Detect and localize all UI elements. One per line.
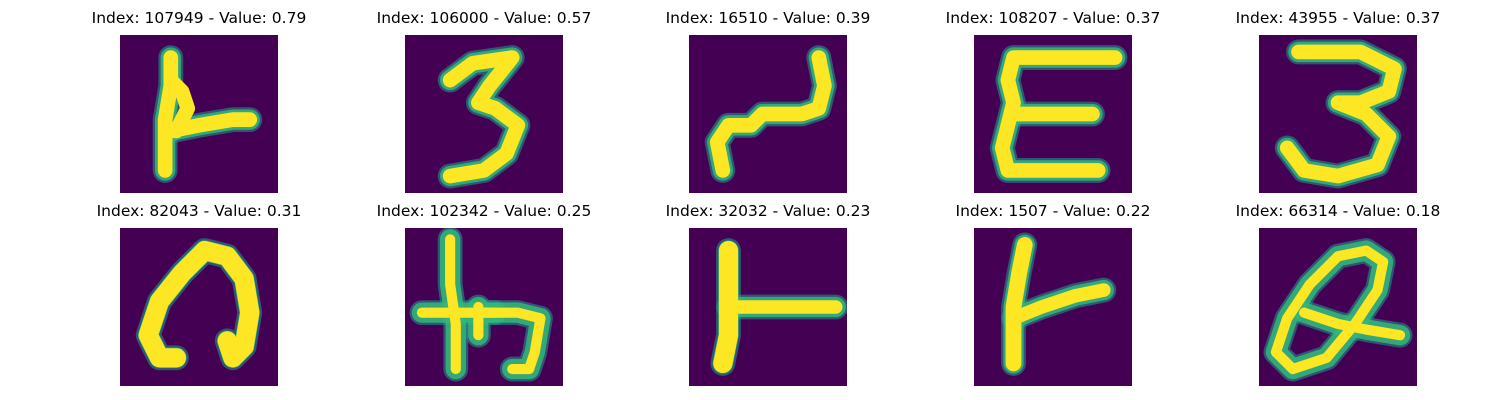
handwritten-glyph-icon (152, 45, 263, 183)
sample-title: Index: 106000 - Value: 0.57 (376, 9, 592, 27)
sample-title: Index: 43955 - Value: 0.37 (1235, 9, 1441, 27)
sample-image (120, 228, 278, 386)
handwritten-glyph-icon (704, 45, 837, 183)
sample-title: Index: 82043 - Value: 0.31 (96, 202, 302, 220)
sample-title: Index: 32032 - Value: 0.23 (665, 202, 871, 220)
sample-title: Index: 102342 - Value: 0.25 (376, 202, 592, 220)
sample-image (1259, 35, 1417, 193)
sample-image (689, 228, 847, 386)
handwritten-glyph-arch-icon (135, 238, 263, 371)
sample-title: Index: 108207 - Value: 0.37 (945, 9, 1161, 27)
sample-image (1259, 228, 1417, 386)
handwritten-glyph-icon (1001, 232, 1117, 376)
sample-image (405, 35, 563, 193)
sample-title: Index: 107949 - Value: 0.79 (91, 9, 307, 27)
handwritten-digit-3-icon (437, 45, 531, 189)
handwritten-glyph-icon (710, 238, 847, 376)
sample-cell: Index: 102342 - Value: 0.25 (342, 202, 626, 392)
sample-cell: Index: 106000 - Value: 0.57 (342, 9, 626, 199)
handwritten-glyph-icon (1263, 238, 1413, 382)
sample-image (405, 228, 563, 386)
sample-image (974, 35, 1132, 193)
sample-cell: Index: 66314 - Value: 0.18 (1196, 202, 1480, 392)
handwritten-digit-3-icon (1274, 39, 1407, 189)
sample-title: Index: 66314 - Value: 0.18 (1235, 202, 1441, 220)
sample-title: Index: 16510 - Value: 0.39 (665, 9, 871, 27)
handwritten-glyph-icon (409, 228, 553, 382)
sample-cell: Index: 82043 - Value: 0.31 (57, 202, 341, 392)
handwritten-glyph-E-icon (989, 45, 1128, 183)
sample-image (689, 35, 847, 193)
sample-cell: Index: 1507 - Value: 0.22 (911, 202, 1195, 392)
sample-image (120, 35, 278, 193)
sample-cell: Index: 32032 - Value: 0.23 (626, 202, 910, 392)
sample-cell: Index: 107949 - Value: 0.79 (57, 9, 341, 199)
sample-image (974, 228, 1132, 386)
sample-cell: Index: 108207 - Value: 0.37 (911, 9, 1195, 199)
sample-cell: Index: 16510 - Value: 0.39 (626, 9, 910, 199)
sample-title: Index: 1507 - Value: 0.22 (955, 202, 1151, 220)
sample-cell: Index: 43955 - Value: 0.37 (1196, 9, 1480, 199)
